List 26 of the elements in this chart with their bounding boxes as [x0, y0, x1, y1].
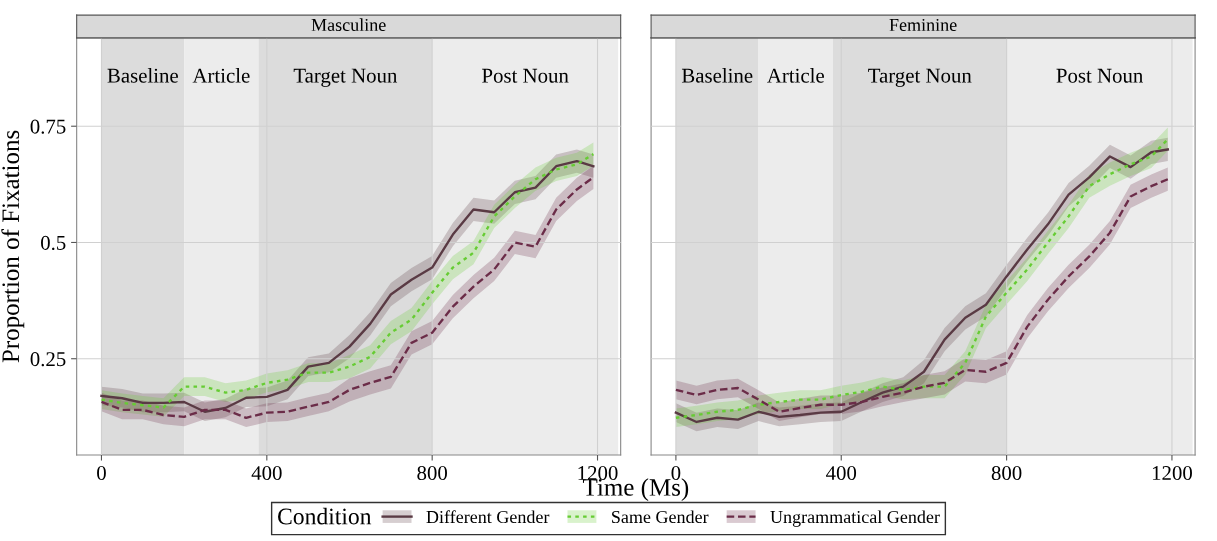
x-tick-label: 800 — [991, 466, 1022, 481]
x-tick-label: 1200 — [578, 466, 618, 481]
x-tick-label: 0 — [97, 466, 106, 481]
band-label: Baseline — [681, 68, 753, 83]
band-label: Article — [767, 68, 824, 83]
band-label: Target Noun — [868, 68, 972, 87]
y-axis-title: Proportion of Fixations — [1, 130, 25, 363]
chart-title: Masculine — [311, 18, 386, 32]
y-tick-label: 0.25 — [30, 352, 66, 367]
x-tick-label: 400 — [826, 466, 857, 481]
band-label: Baseline — [107, 68, 178, 83]
chart-title: Feminine — [889, 18, 957, 32]
band-label: Article — [192, 68, 250, 83]
y-tick-label: 0.75 — [30, 119, 66, 134]
x-tick-label: 0 — [671, 466, 681, 481]
y-tick-label: 0.5 — [41, 235, 66, 250]
x-tick-label: 800 — [417, 466, 447, 481]
legend-title: Condition — [278, 507, 372, 525]
x-tick-label: 1200 — [1152, 466, 1192, 481]
band-label: Post Noun — [482, 68, 569, 83]
legend-label: Different Gender — [426, 510, 550, 524]
legend-label: Ungrammatical Gender — [770, 510, 940, 527]
band-label: Target Noun — [293, 68, 398, 87]
legend-label: Same Gender — [612, 510, 709, 524]
x-tick-label: 400 — [251, 466, 282, 481]
band-label: Post Noun — [1056, 68, 1143, 83]
